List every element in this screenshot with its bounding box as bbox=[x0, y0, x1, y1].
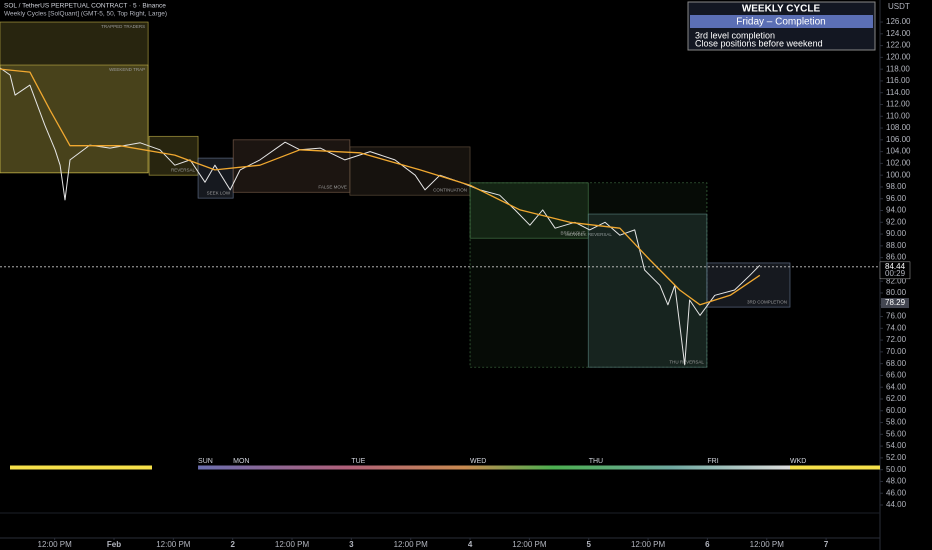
y-tick-label: 52.00 bbox=[886, 453, 907, 462]
y-tick-label: 76.00 bbox=[886, 312, 907, 321]
cycle-day-label: SUN bbox=[198, 458, 213, 465]
y-tick-label: 64.00 bbox=[886, 382, 907, 391]
zone bbox=[0, 21, 149, 174]
y-tick-label: 74.00 bbox=[886, 323, 907, 332]
zone-label: MIDWEEK REVERSAL bbox=[565, 232, 612, 237]
x-tick-label: 2 bbox=[230, 540, 235, 549]
y-tick-label: 62.00 bbox=[886, 394, 907, 403]
zone bbox=[469, 182, 589, 239]
price-line bbox=[0, 68, 761, 306]
y-tick-label: 126.00 bbox=[886, 17, 911, 26]
zone-label: REVERSAL bbox=[171, 167, 196, 172]
marked-price-label: 78.29 bbox=[885, 298, 906, 307]
y-tick-label: 80.00 bbox=[886, 288, 907, 297]
price-line bbox=[0, 67, 761, 366]
y-tick-label: 96.00 bbox=[886, 194, 907, 203]
y-tick-label: 66.00 bbox=[886, 371, 907, 380]
zone bbox=[587, 213, 708, 368]
panel-status-bg bbox=[690, 15, 873, 28]
y-tick-label: 110.00 bbox=[886, 111, 910, 120]
x-tick-label: 12:00 PM bbox=[631, 540, 666, 549]
panel-line: 3rd level completion bbox=[695, 30, 775, 40]
y-tick-label: 106.00 bbox=[886, 135, 911, 144]
x-tick-label: 12:00 PM bbox=[394, 540, 429, 549]
y-tick-label: 94.00 bbox=[886, 206, 907, 215]
y-tick-label: 82.00 bbox=[886, 276, 907, 285]
y-tick-label: 60.00 bbox=[886, 406, 907, 415]
cycle-day-label: TUE bbox=[351, 458, 365, 465]
y-tick-label: 54.00 bbox=[886, 441, 907, 450]
weekly-cycle-panel: WEEKLY CYCLE Friday – Completion 3rd lev… bbox=[687, 1, 876, 51]
zone-label: BREAKOUT bbox=[560, 230, 585, 235]
x-tick-label: 12:00 PM bbox=[38, 540, 73, 549]
y-tick-label: 86.00 bbox=[886, 253, 907, 262]
cycle-bar bbox=[198, 465, 790, 470]
zone-label: TRAPPED TRADERS bbox=[101, 24, 145, 29]
x-tick-label: 12:00 PM bbox=[156, 540, 191, 549]
y-tick-label: 68.00 bbox=[886, 359, 907, 368]
x-tick-label: 4 bbox=[468, 540, 473, 549]
y-tick-label: 98.00 bbox=[886, 182, 907, 191]
zone-label: THU REVERSAL bbox=[669, 359, 704, 364]
y-tick-label: 108.00 bbox=[886, 123, 911, 132]
zone bbox=[148, 135, 199, 176]
zone-label: SEEK LOW bbox=[207, 190, 231, 195]
x-tick-label: 12:00 PM bbox=[750, 540, 785, 549]
y-tick-label: 104.00 bbox=[886, 147, 911, 156]
y-tick-label: 50.00 bbox=[886, 465, 907, 474]
y-tick-label: 120.00 bbox=[886, 52, 911, 61]
y-tick-label: 100.00 bbox=[886, 170, 911, 179]
y-tick-label: 102.00 bbox=[886, 158, 911, 167]
x-tick-label: 12:00 PM bbox=[275, 540, 310, 549]
y-tick-label: 92.00 bbox=[886, 217, 907, 226]
y-tick-label: 112.00 bbox=[886, 100, 910, 109]
x-tick-label: Feb bbox=[107, 540, 121, 549]
y-tick-label: 114.00 bbox=[886, 88, 910, 97]
y-tick-label: 116.00 bbox=[886, 76, 910, 85]
panel-status: Friday – Completion bbox=[736, 17, 825, 28]
y-tick-label: 122.00 bbox=[886, 41, 911, 50]
zone-label: 3RD COMPLETION bbox=[747, 299, 787, 304]
x-tick-label: 3 bbox=[349, 540, 354, 549]
weekend-bar bbox=[790, 465, 880, 470]
y-tick-label: 124.00 bbox=[886, 29, 911, 38]
cycle-day-label: THU bbox=[589, 458, 603, 465]
y-tick-label: 118.00 bbox=[886, 64, 910, 73]
zone-label: WEEKEND TRAP bbox=[109, 67, 145, 72]
y-tick-label: 56.00 bbox=[886, 429, 907, 438]
y-tick-label: 72.00 bbox=[886, 335, 907, 344]
symbol-title: SOL / TetherUS PERPETUAL CONTRACT · 5 · … bbox=[4, 3, 166, 10]
zone bbox=[0, 64, 149, 174]
y-tick-label: 44.00 bbox=[886, 500, 907, 509]
countdown-label: 00:29 bbox=[885, 269, 906, 278]
x-tick-label: 5 bbox=[587, 540, 592, 549]
panel-line: Close positions before weekend bbox=[695, 38, 823, 48]
x-tick-label: 12:00 PM bbox=[512, 540, 547, 549]
y-tick-label: 58.00 bbox=[886, 418, 907, 427]
x-tick-label: 6 bbox=[705, 540, 710, 549]
x-tick-label: 7 bbox=[824, 540, 829, 549]
cycle-day-label: FRI bbox=[707, 458, 718, 465]
y-tick-label: 70.00 bbox=[886, 347, 907, 356]
indicator-title: Weekly Cycles [SolQuant] (GMT-5, 50, Top… bbox=[4, 11, 167, 18]
zone-label: FALSE MOVE bbox=[318, 184, 347, 189]
zone bbox=[706, 262, 791, 308]
cycle-day-label: WKD bbox=[790, 458, 806, 465]
y-tick-label: 48.00 bbox=[886, 477, 907, 486]
weekend-bar bbox=[10, 465, 152, 470]
last-price-label: 84.44 bbox=[885, 262, 906, 271]
cycle-day-label: MON bbox=[233, 458, 249, 465]
panel-title: WEEKLY CYCLE bbox=[742, 4, 821, 15]
price-unit: USDT bbox=[888, 2, 910, 11]
marked-price-box bbox=[881, 298, 909, 309]
y-tick-label: 46.00 bbox=[886, 488, 907, 497]
y-tick-label: 88.00 bbox=[886, 241, 907, 250]
zone-label: CONTINUATION bbox=[433, 187, 467, 192]
y-tick-label: 90.00 bbox=[886, 229, 907, 238]
last-price-box bbox=[879, 261, 911, 280]
cycle-day-label: WED bbox=[470, 458, 486, 465]
